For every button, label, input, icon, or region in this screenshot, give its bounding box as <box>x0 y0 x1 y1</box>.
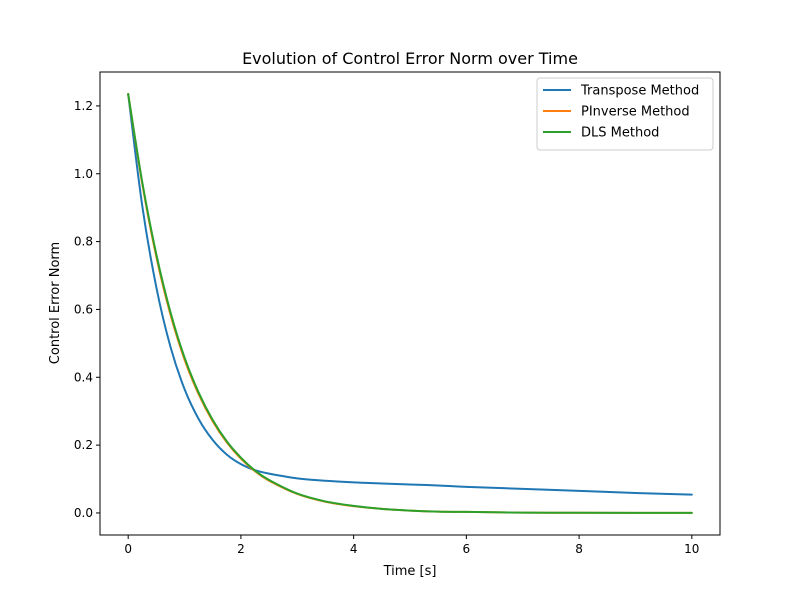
x-tick-label: 0 <box>124 542 132 556</box>
x-tick-label: 10 <box>684 542 699 556</box>
x-axis: 0 2 4 6 8 10 <box>124 535 699 556</box>
series-layer <box>127 93 693 514</box>
legend-label: PInverse Method <box>581 105 690 120</box>
legend-label: Transpose Method <box>580 84 699 99</box>
legend-box <box>536 77 714 151</box>
y-tick-label: 1.0 <box>74 167 93 181</box>
series-line-dls-method <box>127 93 693 514</box>
x-tick-label: 2 <box>237 542 245 556</box>
plot-frame <box>99 71 721 536</box>
legend-label: DLS Method <box>581 126 659 141</box>
y-tick-label: 0.8 <box>74 235 93 249</box>
y-axis: 0.0 0.2 0.4 0.6 0.8 1.0 1.2 <box>74 99 100 520</box>
y-tick-label: 0.4 <box>74 370 93 384</box>
legend: Transpose Method PInverse Method DLS Metho… <box>536 77 714 151</box>
x-tick-label: 4 <box>350 542 358 556</box>
y-tick-label: 0.2 <box>74 438 93 452</box>
y-tick-label: 0.0 <box>74 506 93 520</box>
y-tick-label: 1.2 <box>74 99 93 113</box>
x-tick-label: 6 <box>463 542 471 556</box>
chart-title: Evolution of Control Error Norm over Tim… <box>242 49 578 68</box>
y-tick-label: 0.6 <box>74 302 93 316</box>
x-axis-label: Time [s] <box>383 564 437 579</box>
y-axis-label: Control Error Norm <box>48 242 63 364</box>
series-line-transpose-method <box>127 93 693 496</box>
x-tick-label: 8 <box>575 542 583 556</box>
